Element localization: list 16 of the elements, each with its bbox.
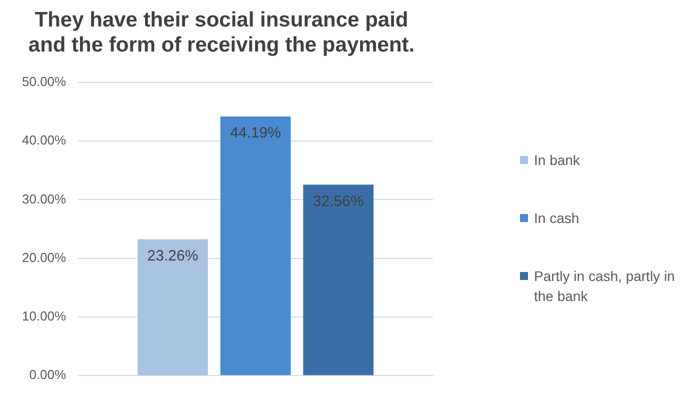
bar: [138, 239, 208, 376]
bar: [303, 184, 374, 376]
y-tick-label: 20.00%: [22, 250, 67, 265]
y-tick-label: 40.00%: [22, 132, 67, 148]
y-tick-label: 0.00%: [29, 367, 67, 382]
data-label: 44.19%: [230, 124, 281, 142]
bar: [220, 116, 291, 376]
y-tick-label: 50.00%: [22, 74, 67, 89]
legend-label: In bank: [534, 151, 580, 170]
y-tick-label: 10.00%: [22, 308, 67, 324]
legend-label: Partly in cash, partly in the bank: [534, 267, 676, 306]
chart-title: They have their social insurance paid and the form of receiving the payment.: [28, 8, 415, 57]
data-label: 32.56%: [312, 192, 364, 210]
y-tick-label: 30.00%: [22, 191, 67, 206]
data-label: 23.26%: [147, 247, 198, 264]
legend-label: In cash: [534, 209, 580, 228]
